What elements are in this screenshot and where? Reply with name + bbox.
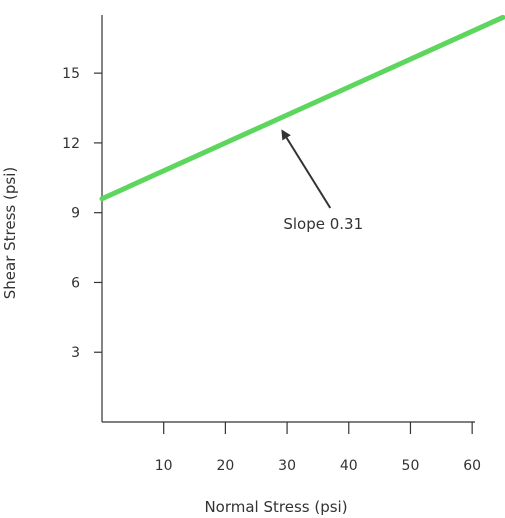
x-tick-label: 30: [278, 458, 296, 474]
y-axis-title: Shear Stress (psi): [1, 167, 19, 299]
y-ticks: 3 6 9 12 15: [62, 66, 102, 361]
x-ticks: 10 20 30 40 50 60: [155, 422, 481, 474]
x-tick-label: 60: [463, 458, 481, 474]
series-line: [99, 14, 505, 202]
annotations: Slope 0.31: [281, 129, 363, 233]
slope-annotation-label: Slope 0.31: [283, 215, 363, 233]
y-tick-label: 3: [71, 345, 80, 361]
x-tick-label: 50: [402, 458, 420, 474]
x-axis-title: Normal Stress (psi): [204, 498, 347, 516]
x-tick-label: 10: [155, 458, 173, 474]
series-group: [99, 14, 505, 202]
y-tick-label: 9: [71, 206, 80, 222]
y-tick-label: 15: [62, 66, 80, 82]
y-tick-label: 6: [71, 275, 80, 291]
y-tick-label: 12: [62, 136, 80, 152]
x-tick-label: 40: [340, 458, 358, 474]
x-tick-label: 20: [216, 458, 234, 474]
annotation-arrow: [281, 129, 332, 209]
